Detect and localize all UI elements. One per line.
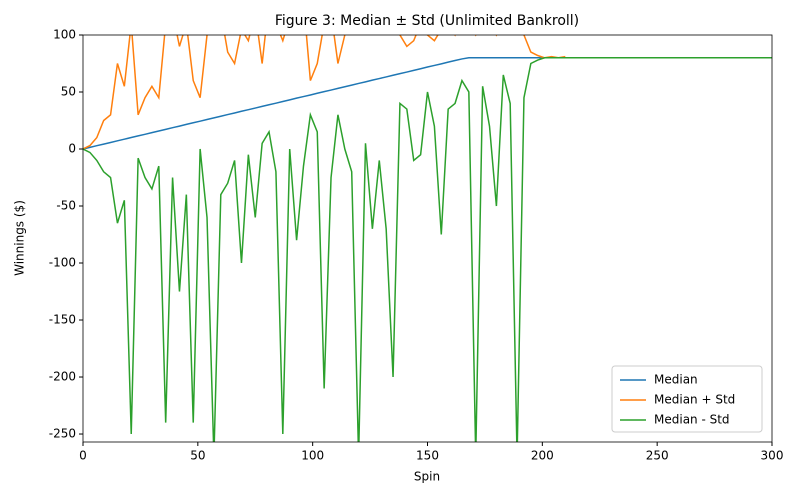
plot-frame xyxy=(82,34,773,443)
legend-label: Median + Std xyxy=(654,393,735,407)
x-tick-label: 0 xyxy=(79,449,87,463)
x-tick-label: 100 xyxy=(301,449,324,463)
y-tick-label: 0 xyxy=(68,142,76,156)
x-tick-label: 150 xyxy=(416,449,439,463)
y-axis-label: Winnings ($) xyxy=(13,200,27,276)
x-tick-label: 200 xyxy=(531,449,554,463)
y-tick-label: 100 xyxy=(53,28,76,42)
y-tick-label: -200 xyxy=(49,370,76,384)
series-line xyxy=(83,57,772,150)
series-line xyxy=(83,35,566,150)
x-tick-label: 300 xyxy=(761,449,784,463)
x-tick-label: 50 xyxy=(190,449,205,463)
x-tick-label: 250 xyxy=(646,449,669,463)
legend-label: Median - Std xyxy=(654,413,730,427)
chart-title: Figure 3: Median ± Std (Unlimited Bankro… xyxy=(275,13,579,29)
x-axis-label: Spin xyxy=(414,470,440,484)
y-tick-label: -100 xyxy=(49,256,76,270)
legend-label: Median xyxy=(654,373,698,387)
y-tick-label: -150 xyxy=(49,313,76,327)
y-tick-label: 50 xyxy=(61,85,76,99)
y-tick-label: -50 xyxy=(56,199,76,213)
series-line xyxy=(83,57,772,442)
legend-box xyxy=(611,365,763,433)
y-tick-label: -250 xyxy=(49,427,76,441)
